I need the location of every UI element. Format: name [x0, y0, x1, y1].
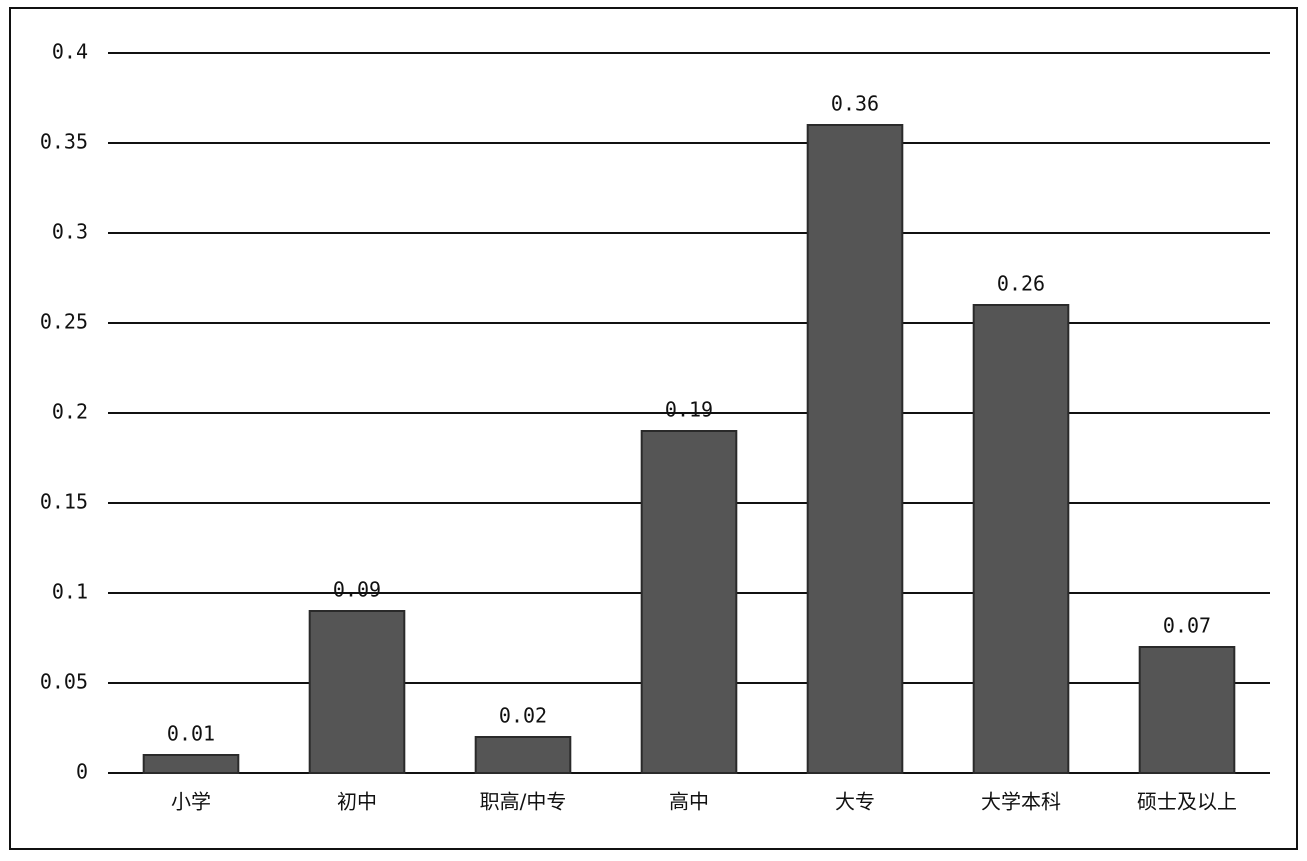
y-tick-label: 0.25: [40, 310, 88, 334]
x-tick-label: 初中: [337, 790, 377, 814]
y-tick-label: 0: [76, 760, 88, 784]
x-tick-label: 职高/中专: [480, 790, 567, 814]
y-tick-label: 0.15: [40, 490, 88, 514]
bar: [142, 754, 240, 774]
value-label: 0.02: [499, 704, 547, 728]
x-tick-label: 大专: [835, 790, 875, 814]
bar: [806, 124, 904, 774]
value-label: 0.07: [1163, 614, 1211, 638]
y-tick-label: 0.3: [52, 220, 88, 244]
value-label: 0.09: [333, 578, 381, 602]
y-tick-label: 0.1: [52, 580, 88, 604]
bar: [1138, 646, 1236, 774]
bar: [308, 610, 406, 774]
bar: [474, 736, 572, 774]
bar: [640, 430, 738, 774]
y-tick-label: 0.4: [52, 40, 88, 64]
y-tick-label: 0.2: [52, 400, 88, 424]
y-tick-label: 0.35: [40, 130, 88, 154]
y-tick-label: 0.05: [40, 670, 88, 694]
bar: [972, 304, 1070, 774]
value-label: 0.26: [997, 272, 1045, 296]
value-label: 0.01: [167, 722, 215, 746]
value-label: 0.19: [665, 398, 713, 422]
x-tick-label: 小学: [171, 790, 211, 814]
x-tick-label: 高中: [669, 790, 709, 814]
value-label: 0.36: [831, 92, 879, 116]
x-tick-label: 大学本科: [981, 790, 1061, 814]
x-tick-label: 硕士及以上: [1137, 790, 1237, 814]
